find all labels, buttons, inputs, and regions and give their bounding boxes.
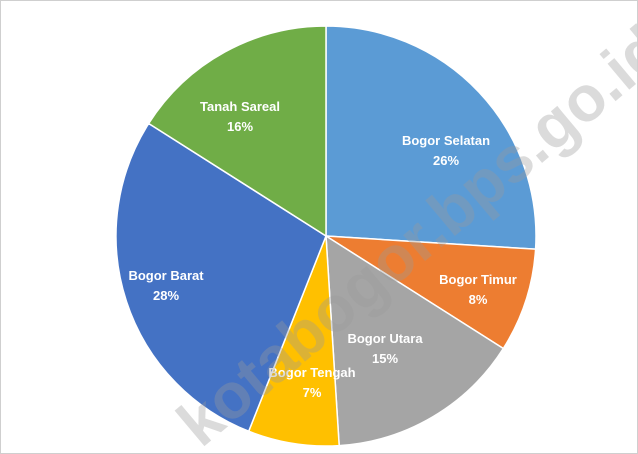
slice-name-label: Bogor Tengah — [268, 365, 355, 380]
pie-slice-bogor-barat — [115, 122, 327, 433]
slice-name-label: Bogor Barat — [128, 268, 204, 283]
slice-value-label: 26% — [433, 153, 459, 168]
slice-name-label: Bogor Timur — [439, 272, 517, 287]
pie-slice-bogor-selatan — [325, 25, 537, 250]
slice-value-label: 16% — [227, 119, 253, 134]
pie-slice-tanah-sareal — [147, 25, 327, 238]
slice-value-label: 8% — [469, 292, 488, 307]
pie-labels: Bogor Selatan 26% Bogor Timur 8% Bogor Utara… — [128, 99, 516, 400]
pie-slice-bogor-utara — [325, 234, 505, 447]
pie-slices — [115, 25, 537, 447]
slice-name-label: Tanah Sareal — [200, 99, 280, 114]
slice-value-label: 7% — [303, 385, 322, 400]
slice-value-label: 15% — [372, 351, 398, 366]
slice-name-label: Bogor Utara — [347, 331, 423, 346]
pie-slice-bogor-timur — [325, 235, 537, 350]
slice-value-label: 28% — [153, 288, 179, 303]
slice-name-label: Bogor Selatan — [402, 133, 490, 148]
